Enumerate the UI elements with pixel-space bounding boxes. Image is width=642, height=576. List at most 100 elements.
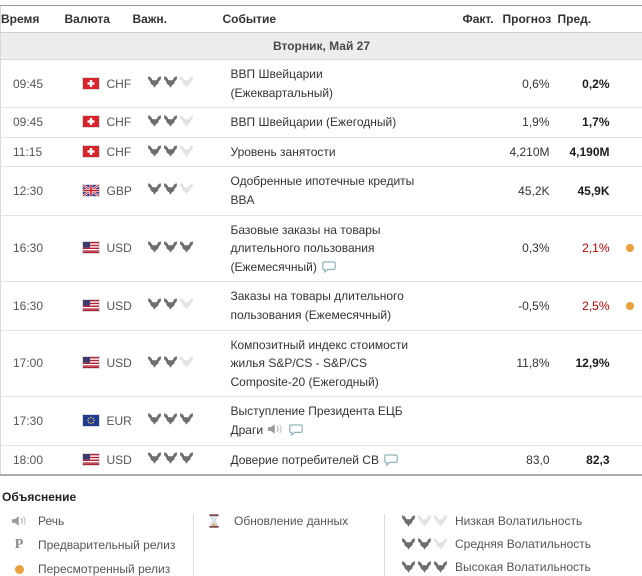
bull-volatility-icon (401, 538, 416, 550)
usa-flag-icon (83, 242, 99, 253)
usa-flag-icon (83, 357, 99, 368)
legend-item-label: Пересмотренный релиз (38, 562, 170, 576)
event-link[interactable]: Одобренные ипотечные кредиты BBA (231, 174, 415, 207)
bull-volatility-icon (163, 356, 178, 368)
event-time: 17:00 (1, 330, 65, 397)
uk-flag-icon (83, 185, 99, 196)
economic-calendar-page: Время Валюта Важн. Событие Факт. Прогноз… (0, 5, 642, 576)
date-header-label: Вторник, Май 27 (1, 33, 642, 60)
bull-volatility-icon (147, 76, 162, 88)
revised-dot-cell (618, 215, 642, 282)
event-time: 17:30 (1, 397, 65, 445)
table-header-row: Время Валюта Важн. Событие Факт. Прогноз… (1, 6, 642, 33)
legend-item-volatility: Низкая Волатильность (401, 514, 642, 528)
event-link[interactable]: ВВП Швейцарии (Ежегодный) (231, 115, 397, 129)
event-currency: USD (65, 215, 133, 282)
event-time: 18:00 (1, 445, 65, 475)
event-previous: 1,7% (558, 108, 618, 138)
event-previous (558, 397, 618, 445)
revised-dot-cell (618, 330, 642, 397)
bull-volatility-icon (179, 356, 194, 368)
legend-item-label: Средняя Волатильность (455, 537, 591, 551)
event-link[interactable]: Композитный индекс стоимости жилья S&P/C… (231, 338, 409, 389)
event-title-cell: Одобренные ипотечные кредиты BBA (223, 167, 463, 215)
event-currency: CHF (65, 60, 133, 108)
revised-dot-cell (618, 60, 642, 108)
comment-bubble-icon[interactable] (289, 424, 303, 436)
eu-flag-icon (83, 415, 99, 426)
event-currency: CHF (65, 108, 133, 138)
col-header-importance: Важн. (133, 6, 223, 33)
event-link[interactable]: Базовые заказы на товары длительного пол… (231, 223, 381, 274)
revised-release-dot-icon (15, 565, 24, 574)
event-previous: 82,3 (558, 445, 618, 475)
event-previous: 0,2% (558, 60, 618, 108)
bull-volatility-icon (433, 561, 448, 573)
event-actual (463, 137, 503, 167)
event-currency: EUR (65, 397, 133, 445)
event-importance (133, 137, 223, 167)
bull-volatility-icon (163, 452, 178, 464)
event-actual (463, 282, 503, 330)
date-header-row: Вторник, Май 27 (1, 33, 642, 60)
event-previous: 45,9K (558, 167, 618, 215)
switzerland-flag-icon (83, 146, 99, 157)
event-actual (463, 167, 503, 215)
revised-dot-cell (618, 397, 642, 445)
legend-item-label: Высокая Волатильность (455, 560, 591, 574)
event-link[interactable]: Уровень занятости (231, 145, 336, 159)
col-header-actual: Факт. (463, 6, 503, 33)
event-currency: GBP (65, 167, 133, 215)
bull-volatility-icon (163, 76, 178, 88)
switzerland-flag-icon (83, 78, 99, 89)
event-currency: CHF (65, 137, 133, 167)
revised-dot-cell (618, 445, 642, 475)
comment-bubble-icon[interactable] (384, 454, 398, 466)
event-importance (133, 167, 223, 215)
event-link[interactable]: ВВП Швейцарии (Ежеквартальный) (231, 67, 334, 100)
bull-volatility-icon (163, 115, 178, 127)
bull-volatility-icon (433, 538, 448, 550)
event-actual (463, 330, 503, 397)
bull-volatility-icon (179, 452, 194, 464)
event-importance (133, 282, 223, 330)
event-time: 11:15 (1, 137, 65, 167)
event-forecast: 11,8% (503, 330, 558, 397)
revised-dot-cell (618, 137, 642, 167)
bull-volatility-icon (147, 298, 162, 310)
bull-volatility-icon (401, 561, 416, 573)
bull-volatility-icon (433, 515, 448, 527)
legend-item-label: Речь (38, 514, 64, 528)
bull-volatility-icon (147, 413, 162, 425)
event-title-cell: Доверие потребителей CB (223, 445, 463, 475)
bull-volatility-icon (179, 183, 194, 195)
event-importance (133, 215, 223, 282)
event-link[interactable]: Выступление Президента ЕЦБ Драги (231, 404, 403, 437)
event-forecast: 1,9% (503, 108, 558, 138)
bull-volatility-icon (147, 452, 162, 464)
event-forecast: 4,210M (503, 137, 558, 167)
bull-volatility-icon (179, 115, 194, 127)
legend-item-volatility: Высокая Волатильность (401, 560, 642, 574)
event-title-cell: Выступление Президента ЕЦБ Драги (223, 397, 463, 445)
bull-volatility-icon (179, 145, 194, 157)
event-actual (463, 397, 503, 445)
comment-bubble-icon[interactable] (322, 261, 336, 273)
event-link[interactable]: Доверие потребителей CB (231, 453, 379, 467)
bull-volatility-icon (401, 515, 416, 527)
bull-volatility-icon (163, 298, 178, 310)
usa-flag-icon (83, 300, 99, 311)
col-header-time: Время (1, 6, 65, 33)
bull-volatility-icon (147, 115, 162, 127)
event-link[interactable]: Заказы на товары длительного пользования… (231, 289, 404, 322)
event-time: 09:45 (1, 108, 65, 138)
col-header-currency: Валюта (65, 6, 133, 33)
preliminary-release-icon: P (15, 537, 24, 553)
col-header-previous: Пред. (558, 6, 642, 33)
event-previous: 2,1% (558, 215, 618, 282)
